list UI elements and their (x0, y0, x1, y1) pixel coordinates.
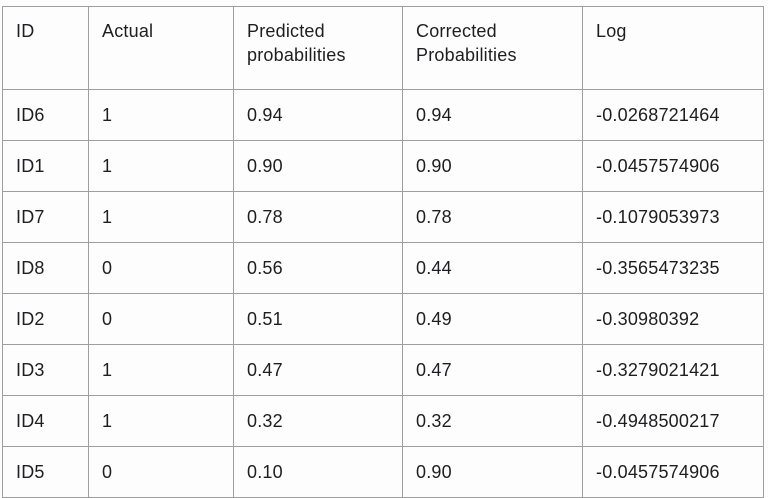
cell-log: -0.30980392 (582, 293, 764, 345)
table-row: ID3 1 0.47 0.47 -0.3279021421 (2, 344, 764, 396)
cell-log: -0.3565473235 (582, 242, 764, 294)
table-row: ID5 0 0.10 0.90 -0.0457574906 (2, 446, 764, 498)
cell-actual: 1 (88, 344, 234, 396)
cell-predicted: 0.94 (233, 89, 403, 141)
cell-id: ID7 (2, 191, 89, 243)
cell-corrected: 0.94 (402, 89, 583, 141)
cell-actual: 1 (88, 89, 234, 141)
column-header-id: ID (2, 6, 89, 90)
table-row: ID1 1 0.90 0.90 -0.0457574906 (2, 140, 764, 192)
cell-id: ID3 (2, 344, 89, 396)
cell-predicted: 0.47 (233, 344, 403, 396)
cell-actual: 0 (88, 242, 234, 294)
cell-actual: 1 (88, 191, 234, 243)
cell-log: -0.4948500217 (582, 395, 764, 447)
cell-log: -0.0457574906 (582, 446, 764, 498)
cell-actual: 1 (88, 140, 234, 192)
cell-log: -0.1079053973 (582, 191, 764, 243)
column-header-log: Log (582, 6, 764, 90)
column-header-predicted-probabilities: Predicted probabilities (233, 6, 403, 90)
cell-corrected: 0.32 (402, 395, 583, 447)
cell-id: ID8 (2, 242, 89, 294)
header-row: ID Actual Predicted probabilities Correc… (2, 6, 764, 90)
cell-corrected: 0.47 (402, 344, 583, 396)
cell-corrected: 0.90 (402, 446, 583, 498)
cell-actual: 1 (88, 395, 234, 447)
cell-predicted: 0.10 (233, 446, 403, 498)
cell-log: -0.3279021421 (582, 344, 764, 396)
cell-predicted: 0.51 (233, 293, 403, 345)
table-row: ID7 1 0.78 0.78 -0.1079053973 (2, 191, 764, 243)
probabilities-table: ID Actual Predicted probabilities Correc… (2, 6, 764, 498)
table-row: ID8 0 0.56 0.44 -0.3565473235 (2, 242, 764, 294)
cell-log: -0.0457574906 (582, 140, 764, 192)
table-row: ID6 1 0.94 0.94 -0.0268721464 (2, 89, 764, 141)
cell-corrected: 0.44 (402, 242, 583, 294)
cell-predicted: 0.90 (233, 140, 403, 192)
cell-corrected: 0.78 (402, 191, 583, 243)
cell-corrected: 0.90 (402, 140, 583, 192)
cell-predicted: 0.78 (233, 191, 403, 243)
cell-actual: 0 (88, 293, 234, 345)
cell-corrected: 0.49 (402, 293, 583, 345)
cell-id: ID5 (2, 446, 89, 498)
cell-actual: 0 (88, 446, 234, 498)
cell-id: ID2 (2, 293, 89, 345)
cell-id: ID1 (2, 140, 89, 192)
table-row: ID2 0 0.51 0.49 -0.30980392 (2, 293, 764, 345)
cell-predicted: 0.32 (233, 395, 403, 447)
cell-predicted: 0.56 (233, 242, 403, 294)
cell-log: -0.0268721464 (582, 89, 764, 141)
cell-id: ID6 (2, 89, 89, 141)
column-header-actual: Actual (88, 6, 234, 90)
table-row: ID4 1 0.32 0.32 -0.4948500217 (2, 395, 764, 447)
column-header-corrected-probabilities: Corrected Probabilities (402, 6, 583, 90)
cell-id: ID4 (2, 395, 89, 447)
